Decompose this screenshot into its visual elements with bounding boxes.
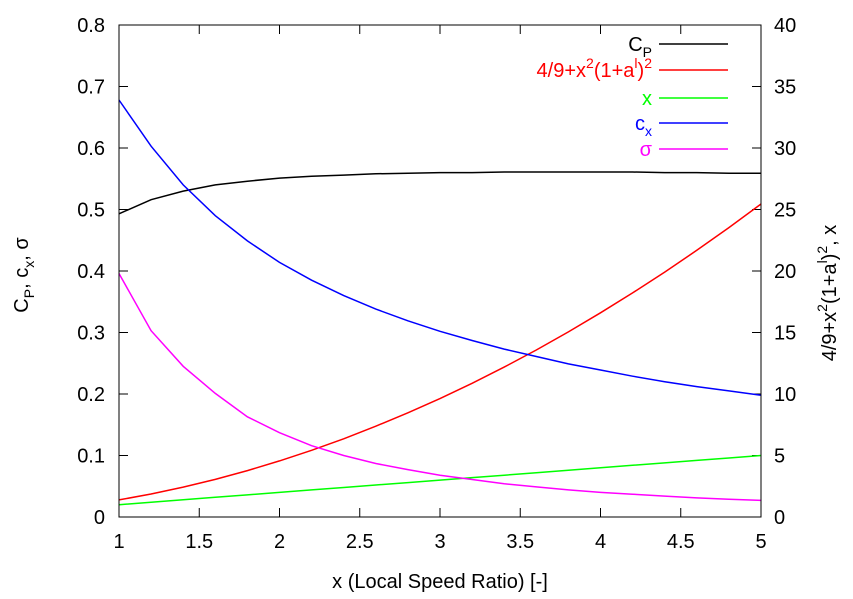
y-left-tick-label: 0.2 (77, 384, 105, 406)
y-right-tick-label: 20 (774, 261, 796, 283)
series-line-cx (118, 99, 762, 396)
y-right-tick-label: 40 (774, 15, 796, 37)
legend-ratio-p3: ) (638, 60, 645, 82)
x-tick-label: 4 (595, 531, 606, 553)
y-right-label-sup3: 2 (814, 246, 830, 254)
series-line-ratio (118, 203, 762, 501)
y-left-tick-label: 0.7 (77, 77, 105, 99)
y-right-tick-label: 25 (774, 200, 796, 222)
y-left-axis-label: CP, cx, σ (11, 237, 37, 313)
y-right-label-sup2: l (814, 260, 830, 263)
y-left-tick-labels: 0 0.1 0.2 0.3 0.4 0.5 0.6 0.7 0.8 (77, 15, 105, 529)
y-right-label-sup1: 2 (814, 304, 830, 312)
y-right-label-part3: ) (819, 254, 841, 261)
x-tick-label: 3 (434, 531, 445, 553)
y-left-tick-label: 0.1 (77, 446, 105, 468)
y-left-label-sub-p: P (21, 289, 37, 298)
legend-ratio-p2: (1+a (594, 60, 635, 82)
legend-label-cp: CP (628, 34, 652, 60)
x-tick-label: 3.5 (506, 531, 534, 553)
series-line-sigma (118, 273, 762, 502)
y-left-tick-label: 0 (94, 507, 105, 529)
y-right-label-part1: 4/9+x (819, 312, 841, 361)
legend-cx-sub: x (645, 123, 652, 139)
y-right-tick-label: 15 (774, 323, 796, 345)
x-tick-label: 1.5 (185, 531, 213, 553)
x-tick-labels: 1 1.5 2 2.5 3 3.5 4 4.5 5 (113, 531, 766, 553)
x-tick-label: 2.5 (346, 531, 374, 553)
y-left-tick-label: 0.8 (77, 15, 105, 37)
y-left-tick-label: 0.6 (77, 138, 105, 160)
series-lines (118, 99, 762, 506)
x-tick-label: 2 (274, 531, 285, 553)
y-left-label-sigma: , σ (11, 237, 33, 261)
legend-cx-main: c (635, 113, 645, 135)
y-right-axis-label: 4/9+x2(1+al)2, x (814, 225, 841, 362)
legend-cp-sub: P (643, 44, 652, 60)
y-left-tick-label: 0.4 (77, 261, 105, 283)
legend-ratio-sup3: 2 (644, 55, 652, 71)
y-right-tick-label: 0 (774, 507, 785, 529)
y-right-label-part2: (1+a (819, 263, 841, 304)
y-right-tick-labels: 0 5 10 15 20 25 30 35 40 (774, 15, 796, 529)
legend-label-ratio: 4/9+x2(1+al)2 (537, 55, 653, 82)
y-right-tick-label: 30 (774, 138, 796, 160)
legend-label-cx: cx (635, 113, 652, 139)
legend: CP 4/9+x2(1+al)2 x cx σ (537, 34, 728, 161)
y-right-label-part4: , x (819, 225, 841, 246)
y-left-label-c: C (11, 298, 33, 312)
legend-ratio-p1: 4/9+x (537, 60, 586, 82)
y-left-label-sub-x: x (21, 261, 37, 268)
legend-x-main: x (642, 88, 652, 110)
tick-marks (118, 24, 762, 518)
y-right-tick-label: 35 (774, 77, 796, 99)
x-axis-label: x (Local Speed Ratio) [-] (332, 571, 548, 593)
legend-cp-main: C (628, 34, 642, 56)
y-right-tick-label: 5 (774, 446, 785, 468)
legend-ratio-sup2: l (634, 55, 637, 71)
y-right-tick-label: 10 (774, 384, 796, 406)
x-tick-label: 5 (755, 531, 766, 553)
legend-sigma-main: σ (640, 139, 653, 161)
y-left-tick-label: 0.5 (77, 200, 105, 222)
y-left-tick-label: 0.3 (77, 323, 105, 345)
series-line-cp (118, 171, 761, 215)
x-tick-label: 4.5 (667, 531, 695, 553)
legend-ratio-sup1: 2 (586, 55, 594, 71)
series-line-x (118, 454, 762, 506)
legend-label-x: x (642, 88, 652, 110)
y-left-label-cx: , c (11, 268, 33, 289)
legend-label-sigma: σ (640, 139, 653, 161)
plot-frame (118, 24, 762, 518)
x-tick-label: 1 (113, 531, 124, 553)
